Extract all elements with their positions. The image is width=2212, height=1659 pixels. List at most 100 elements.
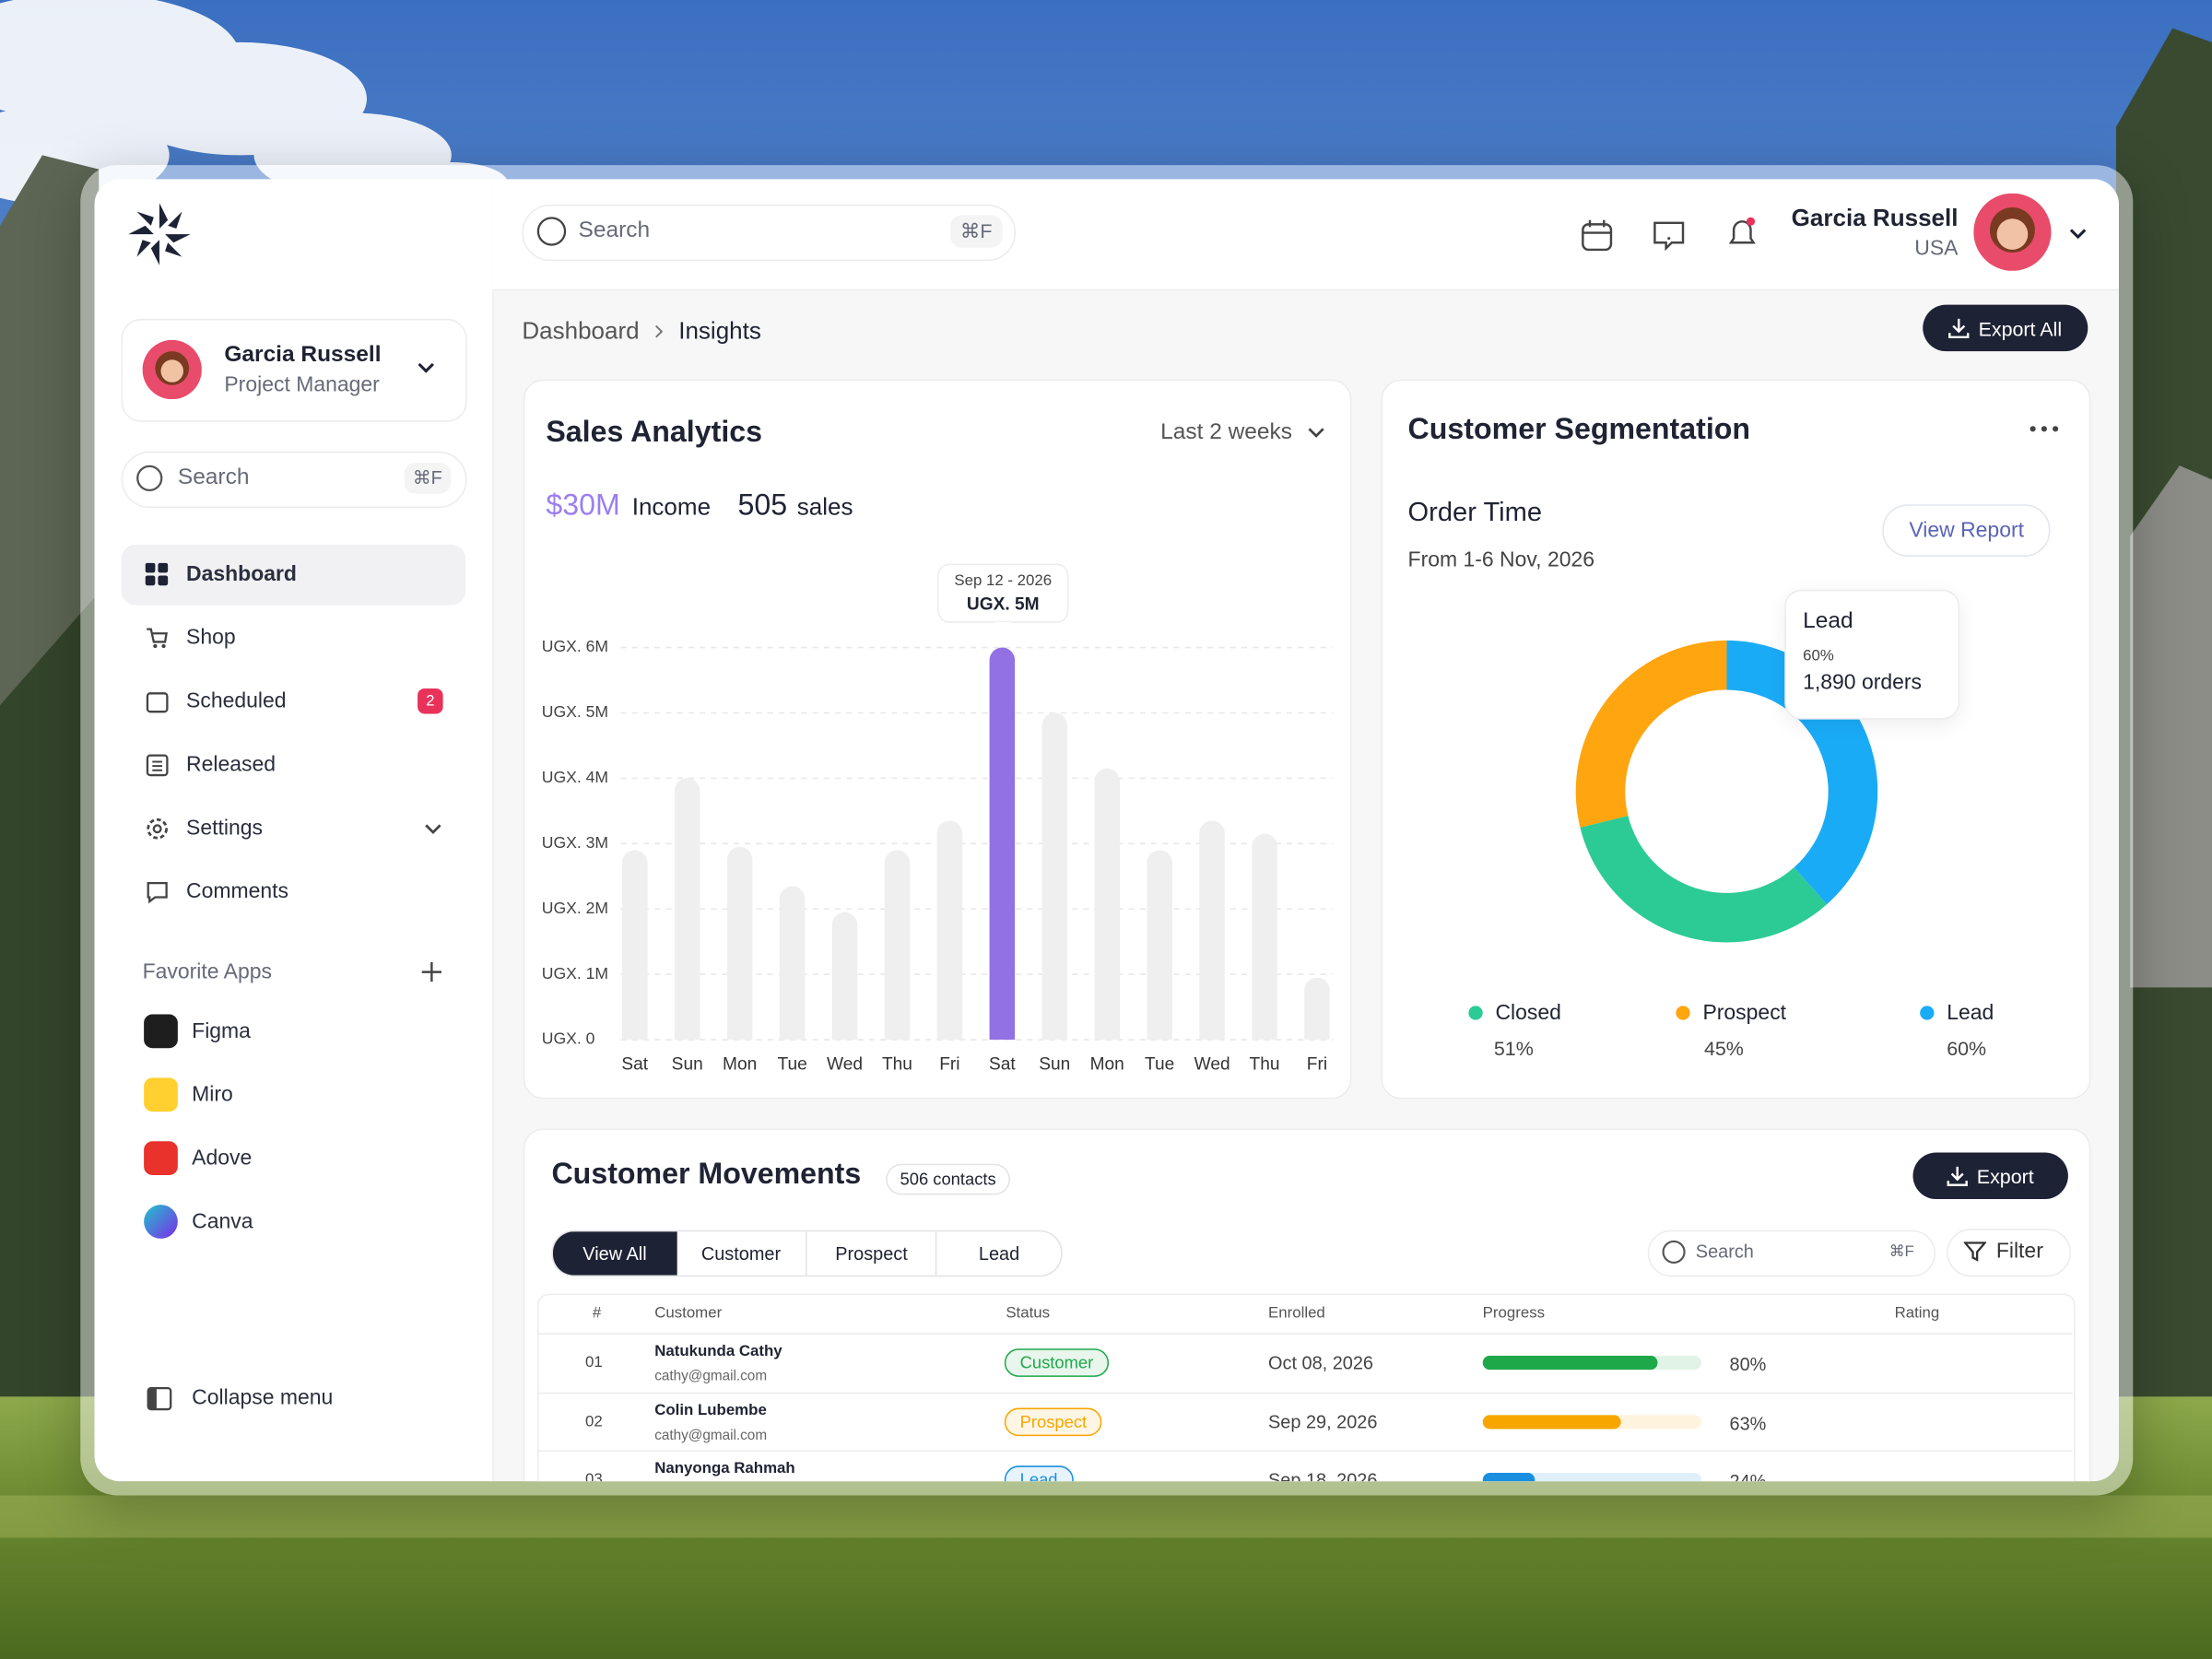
x-tick-label: Tue [777, 1055, 806, 1075]
view-report-button[interactable]: View Report [1882, 504, 2052, 557]
card-title: Sales Analytics [546, 416, 763, 449]
x-tick-label: Thu [1250, 1055, 1280, 1075]
button-label: Export [1976, 1164, 2034, 1188]
header-search[interactable] [522, 204, 1017, 262]
column-header: Enrolled [1268, 1304, 1325, 1323]
collapse-menu[interactable]: Collapse menu [192, 1385, 334, 1410]
calendar-icon[interactable] [1580, 218, 1614, 253]
user-name: Garcia Russell [1791, 204, 1959, 232]
tooltip-date: Sep 12 - 2026 [954, 571, 1052, 589]
customer-name: Nanyonga Rahmah [654, 1460, 795, 1477]
customer-email: cathy@gmail.com [654, 1369, 768, 1385]
logo[interactable] [125, 200, 193, 267]
help-icon[interactable] [1652, 218, 1686, 253]
tooltip-name: Lead [1803, 609, 1853, 634]
app-name[interactable]: Adove [192, 1146, 253, 1171]
tooltip-percent: 60% [1803, 647, 1834, 665]
download-icon [1948, 318, 1971, 339]
tooltip-box [937, 563, 1069, 623]
legend-label: Prospect [1702, 1000, 1787, 1025]
nav-item[interactable]: Dashboard [186, 561, 297, 586]
app-name[interactable]: Miro [192, 1082, 233, 1107]
enrolled-date: Sep 29, 2026 [1268, 1410, 1378, 1432]
bar [1252, 833, 1277, 1041]
nav-item[interactable]: Settings [186, 816, 264, 841]
nav-item[interactable]: Released [186, 752, 276, 777]
export-all-button[interactable]: Export All [1923, 304, 2088, 352]
search-icon [136, 465, 163, 492]
nav-item[interactable]: Scheduled [186, 688, 287, 713]
profile-card[interactable] [121, 318, 467, 422]
tooltip-value: UGX. 5M [967, 595, 1040, 615]
filter-button[interactable] [1947, 1229, 2071, 1277]
tab[interactable]: Customer [677, 1231, 807, 1276]
dashboard-content: Garcia Russell Project Manager Search ⌘F… [94, 179, 2119, 1482]
legend-value: 51% [1493, 1036, 1534, 1060]
avatar [142, 339, 202, 400]
app-name[interactable]: Figma [192, 1018, 251, 1043]
y-tick-label: UGX. 4M [542, 768, 608, 786]
shortcut: ⌘F [1888, 1243, 1914, 1261]
tab[interactable]: Prospect [807, 1231, 938, 1276]
nav-icon [145, 562, 169, 586]
chevron[interactable] [423, 822, 442, 836]
row-id: 01 [585, 1354, 603, 1371]
more-button[interactable] [2029, 423, 2060, 434]
search-placeholder: Search [578, 218, 651, 243]
tabs: View All Customer Prospect Lead [551, 1230, 1063, 1277]
y-tick-label: UGX. 6M [542, 637, 608, 655]
table-search[interactable] [1647, 1230, 1936, 1277]
nav-active-bg [121, 544, 466, 606]
shortcut: ⌘F [950, 215, 1003, 248]
chevron[interactable] [417, 361, 436, 375]
breadcrumb[interactable]: Dashboard [522, 317, 640, 345]
contacts-count: 506 contacts [886, 1163, 1010, 1195]
avatar[interactable] [1973, 193, 2052, 271]
nav-item[interactable]: Shop [186, 625, 236, 650]
bar [621, 850, 648, 1041]
subtitle: Order Time [1407, 498, 1543, 528]
add-button[interactable] [421, 961, 442, 982]
tab[interactable]: View All [552, 1231, 677, 1276]
user-country: USA [1914, 236, 1959, 261]
income-value: $30M [546, 489, 620, 523]
breadcrumb-separator [655, 324, 664, 338]
bar [936, 820, 963, 1041]
progress-bar [1482, 1414, 1621, 1429]
tab[interactable]: Lead [978, 1242, 1020, 1265]
x-tick-label: Sat [621, 1055, 648, 1075]
bar-chart: UGX. 0 UGX. 1M UGX. 2M UGX. 3M UGX. 4M UGX. 5… [542, 563, 1334, 1075]
tooltip-box [1784, 589, 1960, 720]
customer-email: cathy@gmail.com [654, 1427, 768, 1443]
column-header: Rating [1894, 1304, 1940, 1323]
nav-item[interactable]: Comments [186, 879, 289, 904]
bar [726, 846, 753, 1041]
bar [1041, 712, 1068, 1041]
customer-name: Natukunda Cathy [654, 1343, 782, 1360]
legend-swatch [1920, 1006, 1935, 1020]
notification-icon[interactable] [1724, 216, 1760, 253]
filter-icon [1963, 1241, 1987, 1262]
column-header: # [592, 1304, 602, 1323]
status-pill: Lead [1004, 1465, 1074, 1482]
profile-name: Garcia Russell [224, 342, 382, 367]
chevron[interactable] [1306, 426, 1325, 440]
export-button[interactable]: Export [1912, 1152, 2068, 1200]
row-divider [538, 1450, 2073, 1452]
period-select[interactable]: Last 2 weeks [1160, 420, 1293, 445]
enrolled-date: Oct 08, 2026 [1268, 1352, 1373, 1374]
sales-label: sales [796, 493, 853, 521]
filter-label: Filter [1995, 1239, 2043, 1264]
progress-label: 80% [1729, 1353, 1767, 1375]
app-name[interactable]: Canva [192, 1209, 253, 1234]
bar [989, 647, 1016, 1041]
tooltip: Sep 12 - 2026 UGX. 5M [937, 563, 1069, 631]
nav-icon [147, 882, 168, 904]
section-title: Favorite Apps [142, 959, 272, 984]
status-pill: Customer [1004, 1348, 1110, 1377]
chevron[interactable] [2068, 227, 2088, 241]
dashboard-window: Garcia Russell Project Manager Search ⌘F… [94, 179, 2119, 1482]
